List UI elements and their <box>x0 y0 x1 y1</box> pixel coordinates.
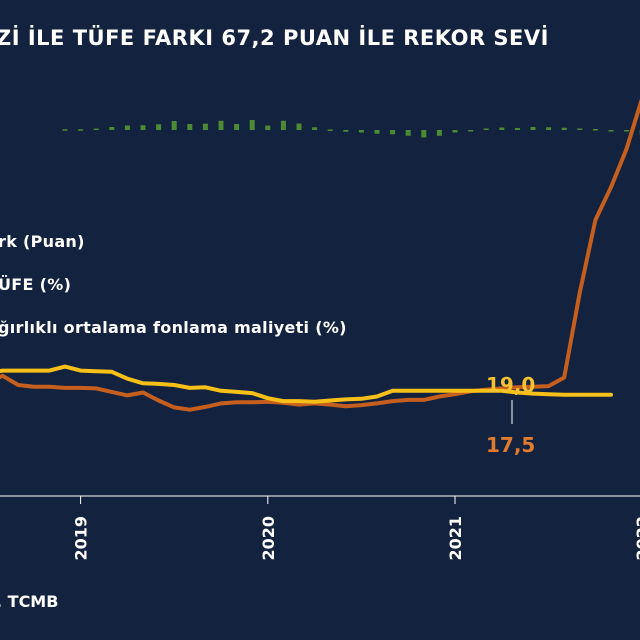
fark-bar <box>468 130 474 132</box>
annotation-tufe: 17,5 <box>486 433 535 457</box>
fark-bar <box>592 129 598 131</box>
series-lines <box>0 98 640 412</box>
fark-bar <box>249 120 255 130</box>
source-note: , TCMB <box>0 592 59 611</box>
x-tick-label: 2022 <box>633 516 640 561</box>
fark-bar <box>530 127 536 130</box>
fark-bar <box>608 130 614 132</box>
fark-bar <box>296 123 302 130</box>
fark-bar <box>514 128 520 130</box>
fark-bar <box>78 129 84 131</box>
fark-bar <box>499 127 505 130</box>
fark-bar <box>390 130 396 135</box>
x-tick-label: 2019 <box>72 516 91 561</box>
x-tick-label: 2021 <box>446 516 465 561</box>
fark-bar <box>109 127 115 130</box>
annotations: 19,0 17,5 <box>486 373 535 457</box>
fark-bar <box>234 124 240 130</box>
fark-bar <box>171 121 177 130</box>
fark-bar <box>202 123 208 130</box>
fark-bar <box>546 127 552 130</box>
fark-bar <box>343 130 349 132</box>
legend-fark: rk (Puan) <box>0 232 85 251</box>
fark-bar <box>265 125 271 130</box>
legend-tufe: ÜFE (%) <box>0 275 72 294</box>
x-axis-ticks: 2019 2020 2021 2022 <box>72 496 640 561</box>
fark-bar <box>452 130 458 133</box>
fark-bar <box>62 129 68 131</box>
fark-bar <box>624 130 630 132</box>
fark-bar <box>561 127 567 130</box>
fark-bar <box>187 124 193 130</box>
fark-bar <box>421 130 427 138</box>
fark-bar <box>280 120 286 130</box>
fark-bar <box>156 124 162 130</box>
fonlama-line <box>0 364 613 404</box>
fark-bar <box>436 130 442 136</box>
fark-bar <box>405 130 411 136</box>
fark-bars <box>62 120 640 138</box>
fark-bar <box>483 128 489 130</box>
fark-bar <box>124 125 130 130</box>
chart-title: Zİ İLE TÜFE FARKI 67,2 PUAN İLE REKOR SE… <box>0 26 549 50</box>
fark-bar <box>374 130 380 134</box>
fark-bar <box>140 125 146 130</box>
fark-bar <box>312 127 318 130</box>
legend-fonlama: ğırlıklı ortalama fonlama maliyeti (%) <box>0 318 347 337</box>
annotation-fonlama: 19,0 <box>486 373 535 397</box>
fark-bar <box>218 120 224 130</box>
x-tick-label: 2020 <box>259 516 278 561</box>
fark-bar <box>358 130 364 133</box>
fark-bar <box>577 128 583 130</box>
fark-bar <box>93 128 99 130</box>
fark-bar <box>327 129 333 131</box>
tufe-line <box>0 98 640 412</box>
